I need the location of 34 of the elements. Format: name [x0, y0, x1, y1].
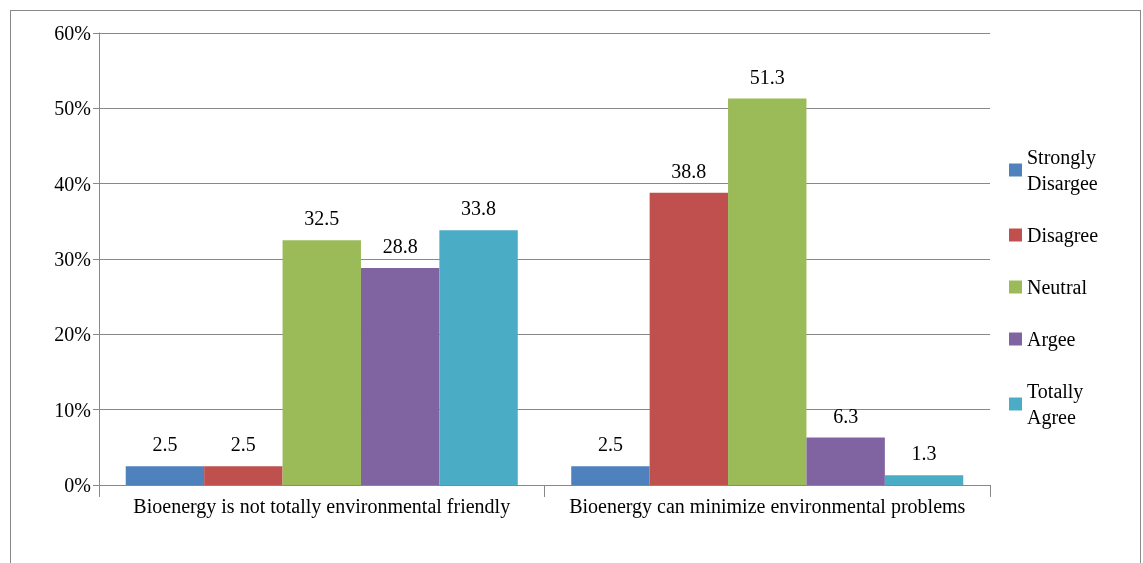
bar: [571, 466, 650, 485]
data-label: 51.3: [749, 65, 785, 88]
bar: [360, 268, 440, 485]
y-tick-label: 30%: [54, 248, 91, 270]
y-tick-label: 50%: [54, 97, 91, 120]
data-label: 6.3: [833, 404, 859, 427]
legend-label: Neutral: [1027, 276, 1088, 298]
bar: [728, 98, 807, 485]
bar: [649, 192, 729, 485]
data-label: 1.3: [911, 442, 937, 465]
x-tick-label: Bioenergy can minimize environmental problems: [569, 495, 966, 518]
y-tick-label: 20%: [54, 323, 91, 346]
data-label: 2.5: [152, 433, 178, 456]
bar: [125, 466, 205, 485]
data-label: 28.8: [382, 235, 418, 258]
x-tick-label: Bioenergy is not totally environmental friendly: [133, 495, 511, 518]
data-label: 33.8: [461, 197, 497, 220]
y-tick-label: 0%: [64, 474, 91, 496]
bar: [204, 466, 283, 485]
data-label: 38.8: [671, 159, 707, 182]
legend-label: Strongly Disargee: [1027, 146, 1101, 195]
legend-label: Argee: [1027, 328, 1076, 351]
bar: [884, 475, 964, 485]
bar: [282, 240, 361, 485]
y-tick-label: 60%: [54, 22, 91, 44]
bar: [439, 230, 518, 485]
legend-label: Totally Agree: [1027, 380, 1089, 429]
data-label: 2.5: [230, 433, 256, 456]
legend-label: Disagree: [1027, 224, 1099, 247]
y-tick-label: 10%: [54, 398, 91, 421]
y-tick-label: 40%: [54, 172, 91, 195]
data-label: 32.5: [304, 207, 340, 230]
bar: [806, 437, 885, 485]
data-label: 2.5: [597, 433, 623, 456]
